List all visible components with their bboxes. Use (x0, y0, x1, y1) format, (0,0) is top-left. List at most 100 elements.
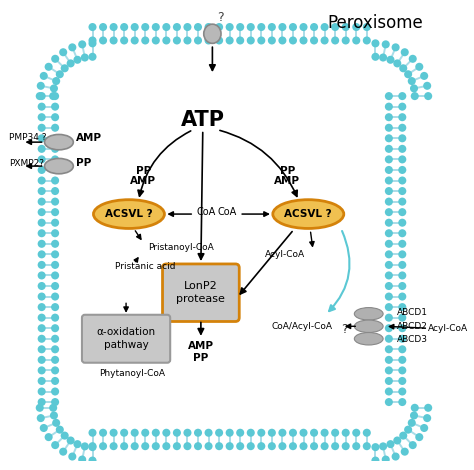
Circle shape (393, 59, 401, 67)
Circle shape (194, 442, 202, 450)
Circle shape (50, 85, 58, 93)
Circle shape (51, 292, 59, 301)
Circle shape (51, 166, 59, 174)
Circle shape (398, 261, 406, 269)
Circle shape (37, 335, 46, 343)
Circle shape (37, 208, 46, 216)
Circle shape (204, 429, 212, 437)
Circle shape (141, 442, 149, 450)
Text: Pristanoyl-CoA: Pristanoyl-CoA (148, 243, 214, 252)
Circle shape (45, 433, 53, 441)
Circle shape (300, 429, 308, 437)
Circle shape (331, 429, 339, 437)
Circle shape (51, 229, 59, 237)
Circle shape (385, 176, 393, 185)
Circle shape (61, 431, 69, 439)
Circle shape (278, 442, 286, 450)
Circle shape (409, 55, 417, 63)
Circle shape (398, 229, 406, 237)
Circle shape (331, 23, 339, 31)
Circle shape (51, 271, 59, 280)
Circle shape (37, 219, 46, 227)
Circle shape (51, 208, 59, 216)
Circle shape (37, 367, 46, 375)
Circle shape (226, 429, 234, 437)
Circle shape (320, 442, 328, 450)
Circle shape (385, 356, 393, 364)
Circle shape (99, 37, 107, 45)
Circle shape (183, 37, 191, 45)
Circle shape (89, 39, 97, 47)
Circle shape (268, 442, 276, 450)
Circle shape (398, 271, 406, 280)
Circle shape (379, 442, 387, 450)
Circle shape (226, 23, 234, 31)
Circle shape (194, 37, 202, 45)
Circle shape (392, 43, 400, 51)
Circle shape (173, 442, 181, 450)
Circle shape (352, 23, 360, 31)
Circle shape (382, 455, 390, 463)
Circle shape (404, 426, 412, 434)
Circle shape (215, 429, 223, 437)
Circle shape (109, 442, 118, 450)
Circle shape (78, 40, 86, 48)
Circle shape (51, 124, 59, 132)
Circle shape (420, 72, 428, 80)
Circle shape (289, 37, 297, 45)
Circle shape (51, 303, 59, 311)
Circle shape (59, 48, 67, 56)
Circle shape (183, 442, 191, 450)
Circle shape (278, 23, 286, 31)
Circle shape (385, 313, 393, 321)
Circle shape (37, 197, 46, 206)
Circle shape (67, 437, 75, 445)
Circle shape (385, 208, 393, 216)
Text: Pristanic acid: Pristanic acid (115, 262, 175, 271)
Circle shape (257, 442, 265, 450)
Text: AMP: AMP (76, 133, 102, 143)
Circle shape (141, 37, 149, 45)
Text: Phytanoyl-CoA: Phytanoyl-CoA (99, 369, 165, 378)
Circle shape (385, 156, 393, 164)
Text: pathway: pathway (104, 340, 148, 351)
Circle shape (37, 414, 45, 422)
Circle shape (162, 429, 170, 437)
Circle shape (37, 134, 46, 142)
Circle shape (226, 37, 234, 45)
Text: CoA: CoA (217, 207, 237, 217)
Circle shape (401, 48, 409, 56)
Circle shape (385, 387, 393, 396)
Circle shape (398, 387, 406, 396)
Circle shape (398, 197, 406, 206)
Circle shape (385, 229, 393, 237)
Circle shape (40, 72, 48, 80)
Circle shape (398, 345, 406, 353)
Circle shape (51, 145, 59, 153)
Circle shape (162, 23, 170, 31)
Circle shape (398, 219, 406, 227)
Circle shape (398, 313, 406, 321)
Circle shape (385, 271, 393, 280)
Circle shape (51, 92, 59, 100)
Circle shape (398, 124, 406, 132)
Circle shape (247, 442, 255, 450)
Circle shape (51, 282, 59, 290)
Circle shape (49, 92, 57, 100)
Circle shape (385, 292, 393, 301)
Circle shape (81, 442, 89, 450)
Circle shape (51, 261, 59, 269)
Text: CoA: CoA (196, 207, 215, 217)
Circle shape (289, 23, 297, 31)
Text: ?: ? (341, 323, 348, 336)
Circle shape (52, 77, 60, 85)
Circle shape (401, 447, 409, 456)
Circle shape (51, 377, 59, 385)
Circle shape (81, 54, 89, 62)
Circle shape (300, 37, 308, 45)
Circle shape (51, 356, 59, 364)
Circle shape (310, 37, 318, 45)
Circle shape (310, 23, 318, 31)
Circle shape (236, 442, 244, 450)
Circle shape (385, 377, 393, 385)
